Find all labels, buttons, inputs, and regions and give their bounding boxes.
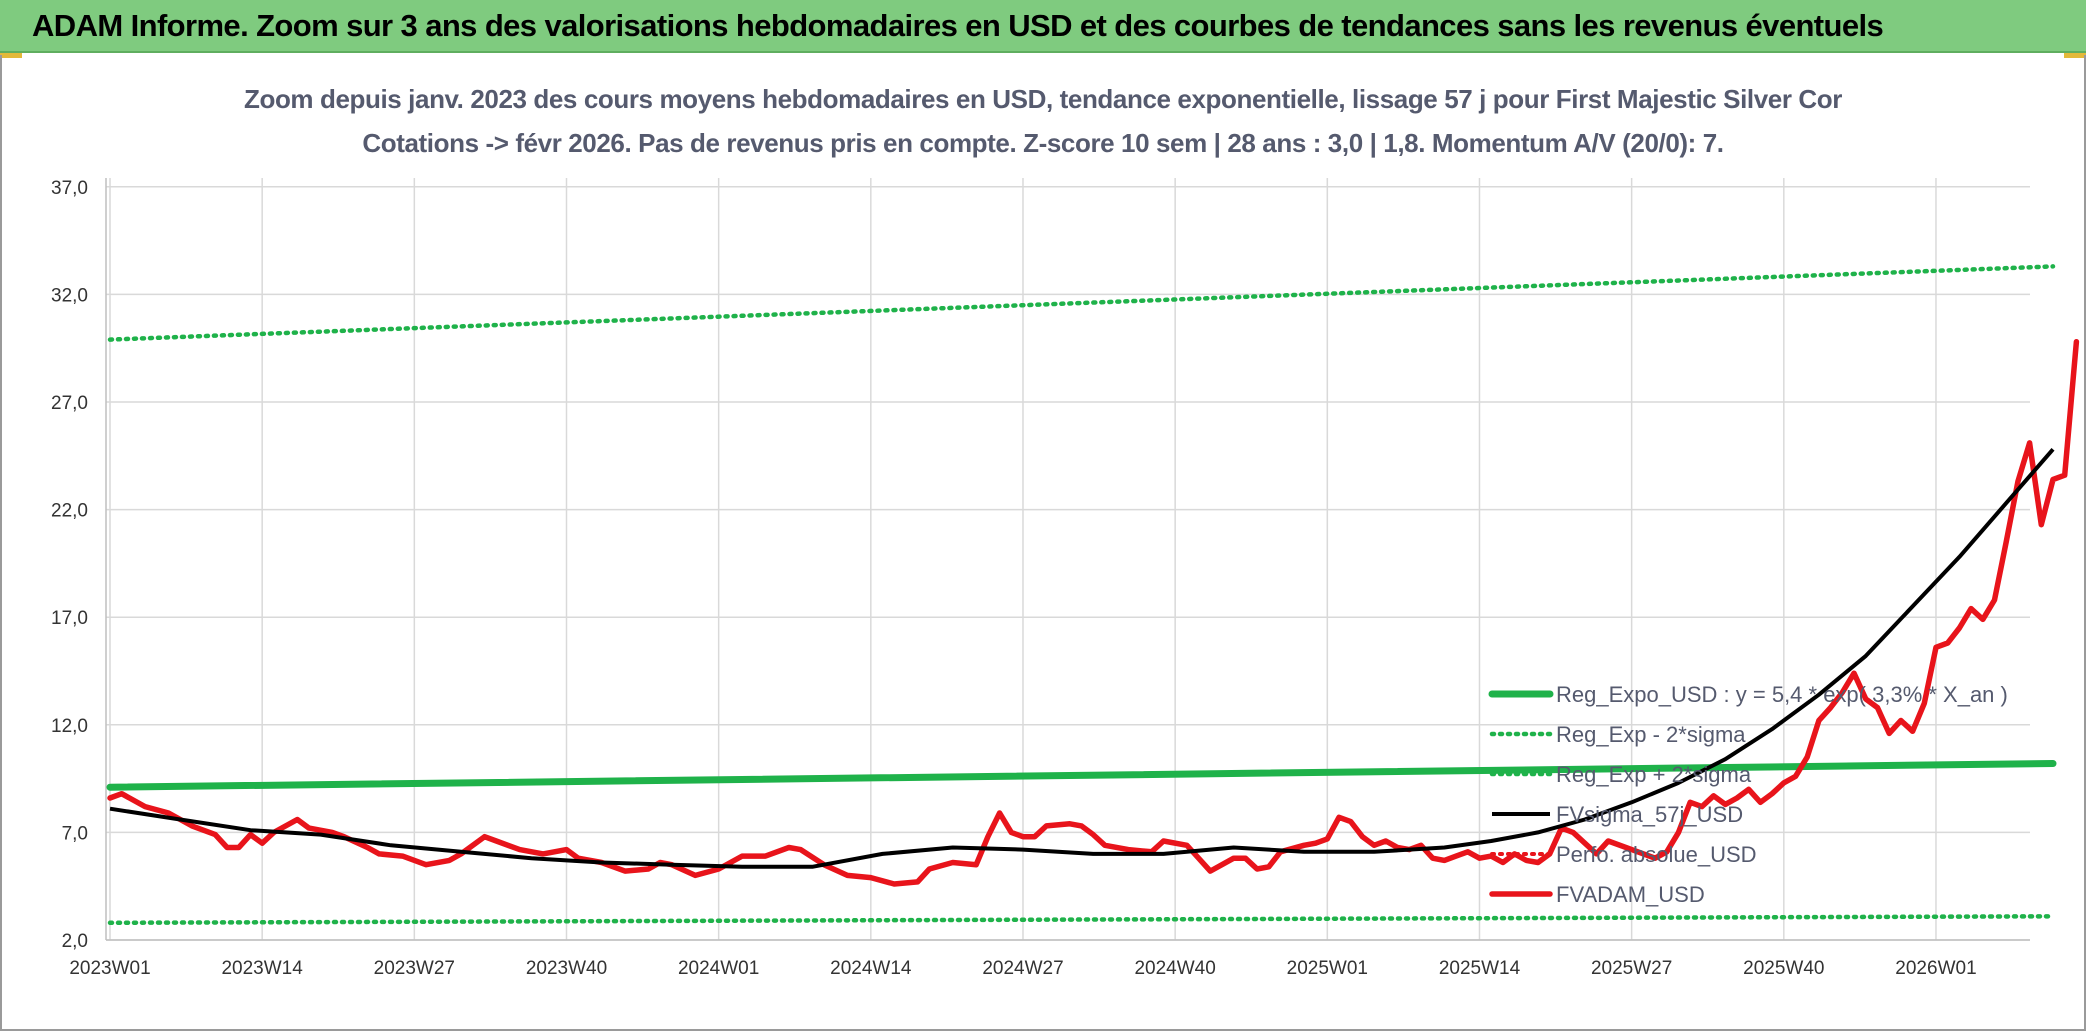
legend-label: Reg_Expo_USD : y = 5,4 * exp( 3,3% * X_a…: [1556, 682, 2008, 707]
legend: Reg_Expo_USD : y = 5,4 * exp( 3,3% * X_a…: [1488, 682, 2008, 907]
axes: 2,0 7,0 12,0 17,0 22,0 27,0 32,0 37,0 2023W01 202…: [51, 178, 2030, 979]
corner-accent-left: [0, 53, 22, 58]
x-tick-label: 2025W01: [1287, 958, 1368, 979]
x-tick-label: 2026W01: [1895, 958, 1976, 979]
legend-label: FVADAM_USD: [1556, 882, 1705, 907]
y-tick-label: 12,0: [51, 716, 88, 737]
y-tick-label: 32,0: [51, 285, 88, 306]
legend-label: Perfo. absolue_USD: [1556, 842, 1757, 867]
upper-band-line: [107, 264, 2056, 342]
x-tick-label: 2023W27: [374, 958, 455, 979]
price-line: [107, 338, 2080, 887]
chart-frame: [0, 55, 2086, 1031]
trend-line: [106, 760, 2057, 791]
y-tick-label: 2,0: [62, 931, 88, 952]
y-tick-label: 37,0: [51, 178, 88, 199]
corner-accent-right: [2064, 53, 2086, 58]
report-title: ADAM Informe. Zoom sur 3 ans des valoris…: [32, 8, 1884, 43]
y-tick-label: 27,0: [51, 393, 88, 414]
legend-label: FVsigma_57j_USD: [1556, 802, 1743, 827]
y-tick-label: 22,0: [51, 501, 88, 522]
series-lines: [106, 264, 2080, 926]
x-tick-label: 2024W27: [982, 958, 1063, 979]
x-tick-label: 2023W40: [526, 958, 607, 979]
legend-label: Reg_Exp + 2*sigma: [1556, 762, 1752, 787]
report-banner: ADAM Informe. Zoom sur 3 ans des valoris…: [0, 0, 2086, 53]
smoothed-line: [109, 447, 2055, 869]
x-tick-label: 2025W40: [1743, 958, 1824, 979]
grid-lines: [106, 178, 2030, 941]
y-tick-label: 17,0: [51, 608, 88, 629]
x-tick-label: 2024W40: [1134, 958, 1215, 979]
chart-title: Zoom depuis janv. 2023 des cours moyens …: [243, 84, 1842, 114]
x-tick-label: 2025W14: [1439, 958, 1521, 979]
lower-band-line: [107, 914, 2056, 926]
x-tick-label: 2024W14: [830, 958, 912, 979]
x-tick-label: 2023W14: [221, 958, 303, 979]
chart-subtitle: Cotations -> févr 2026. Pas de revenus p…: [362, 128, 1724, 158]
legend-label: Reg_Exp - 2*sigma: [1556, 722, 1746, 747]
x-tick-label: 2023W01: [69, 958, 150, 979]
y-tick-label: 7,0: [62, 823, 88, 844]
x-tick-label: 2024W01: [678, 958, 759, 979]
x-tick-label: 2025W27: [1591, 958, 1672, 979]
